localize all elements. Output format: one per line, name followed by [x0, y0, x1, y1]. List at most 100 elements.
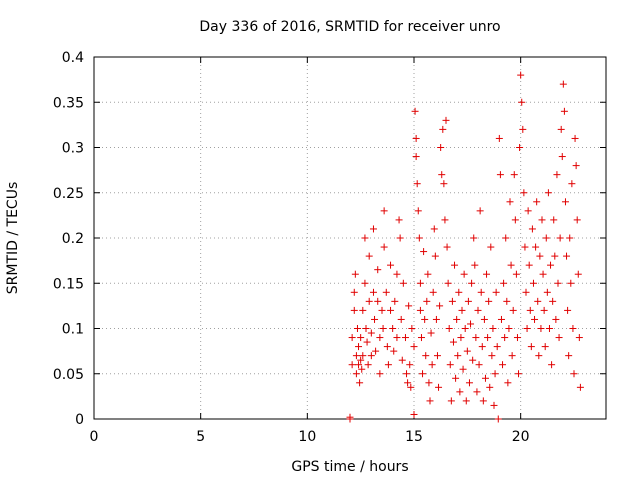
data-point — [352, 352, 360, 360]
data-point — [472, 334, 480, 342]
data-point — [408, 325, 416, 332]
data-point — [502, 234, 510, 242]
data-point — [380, 207, 388, 215]
data-point — [496, 171, 504, 179]
data-point — [548, 361, 556, 369]
data-point — [389, 325, 397, 332]
y-tick-label: 0.05 — [53, 367, 84, 383]
data-point — [380, 243, 388, 251]
data-point — [413, 180, 421, 188]
data-point — [571, 134, 579, 142]
data-point — [438, 171, 446, 179]
data-point — [410, 343, 418, 351]
data-point — [348, 334, 356, 342]
data-point — [458, 306, 466, 314]
data-point — [384, 361, 392, 369]
data-point — [442, 116, 450, 124]
data-point — [436, 302, 444, 310]
data-point — [422, 352, 430, 360]
data-point — [374, 266, 382, 274]
x-tick-label: 0 — [90, 429, 99, 445]
data-point — [429, 288, 437, 296]
data-point — [552, 315, 560, 323]
data-point — [489, 325, 497, 332]
data-point — [521, 243, 529, 251]
data-point — [477, 288, 485, 296]
data-point — [440, 180, 448, 188]
data-point — [510, 171, 518, 179]
data-point — [520, 189, 528, 197]
data-point — [367, 352, 375, 360]
data-point — [473, 388, 481, 396]
y-tick-label: 0.4 — [62, 50, 84, 66]
data-point — [483, 270, 491, 278]
data-point — [536, 252, 544, 260]
data-point — [449, 338, 457, 346]
data-point — [382, 288, 390, 296]
y-tick-labels: 0 0.05 0.1 0.15 0.2 0.25 0.3 0.35 0.4 — [53, 50, 84, 428]
data-point — [495, 134, 503, 142]
data-point — [365, 252, 373, 260]
data-point — [437, 144, 445, 151]
data-point — [534, 297, 542, 305]
data-point — [517, 71, 525, 79]
data-point — [398, 356, 406, 364]
data-point — [420, 248, 428, 256]
data-point — [462, 397, 470, 405]
data-point — [516, 144, 524, 151]
data-point — [463, 347, 471, 355]
data-point — [537, 325, 545, 332]
data-point — [554, 279, 562, 287]
data-point — [393, 334, 401, 342]
data-point — [421, 315, 429, 323]
data-point — [353, 325, 361, 332]
data-point — [484, 334, 492, 342]
data-point — [479, 397, 487, 405]
data-point — [348, 361, 356, 369]
chart-title: Day 336 of 2016, SRMTID for receiver unr… — [199, 19, 500, 35]
data-point — [426, 397, 434, 405]
data-point — [457, 334, 465, 342]
data-point — [365, 297, 373, 305]
data-point — [371, 315, 379, 323]
y-tick-label: 0.35 — [53, 95, 84, 111]
data-point — [574, 270, 582, 278]
data-point — [378, 306, 386, 314]
data-point — [512, 270, 520, 278]
data-point — [519, 125, 527, 133]
data-point — [454, 352, 462, 360]
data-point — [485, 297, 493, 305]
data-point — [401, 334, 409, 342]
data-point — [474, 306, 482, 314]
y-tick-label: 0.25 — [53, 186, 84, 202]
data-point — [396, 234, 404, 242]
y-axis-label: SRMTID / TECUs — [5, 182, 21, 295]
data-point — [549, 297, 557, 305]
grid-lines — [94, 57, 606, 419]
data-point — [406, 361, 414, 369]
data-point — [470, 234, 478, 242]
data-point — [469, 356, 477, 364]
y-tick-label: 0 — [75, 412, 84, 428]
data-point — [524, 207, 532, 215]
data-point — [350, 306, 358, 314]
data-point — [376, 370, 384, 378]
data-point — [427, 329, 435, 337]
data-point — [387, 306, 395, 314]
data-point — [359, 352, 367, 360]
data-point — [412, 153, 420, 161]
data-point — [459, 365, 467, 373]
data-point — [357, 356, 365, 364]
x-tick-label: 20 — [512, 429, 530, 445]
data-point — [361, 279, 369, 287]
data-point — [404, 379, 412, 387]
data-point — [415, 234, 423, 242]
x-tick-label: 15 — [405, 429, 423, 445]
data-point — [351, 270, 359, 278]
data-point — [453, 315, 461, 323]
data-point — [490, 401, 498, 409]
data-point — [355, 361, 363, 369]
data-point — [379, 325, 387, 332]
data-point — [547, 261, 555, 269]
